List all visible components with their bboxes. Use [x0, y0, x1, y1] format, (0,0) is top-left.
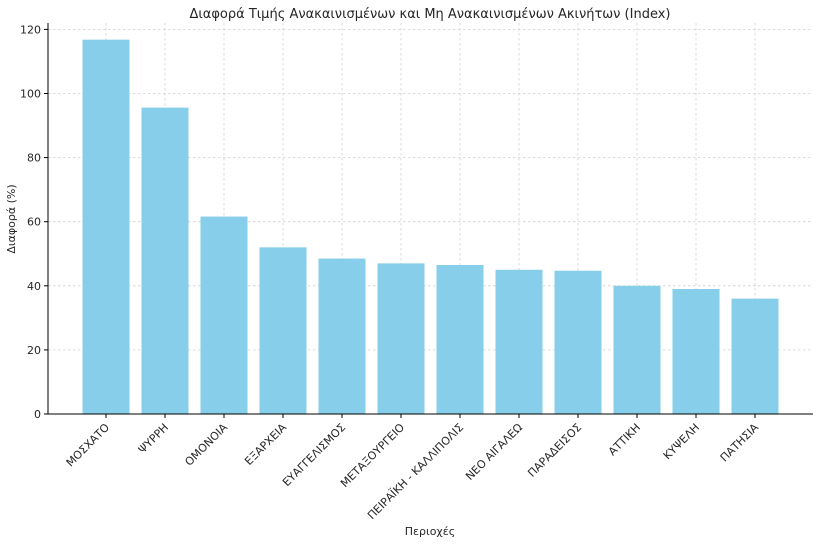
x-tick-label: ΕΥΑΓΓΕΛΙΣΜΟΣ	[280, 421, 348, 489]
bar	[495, 269, 543, 414]
chart-title: Διαφορά Τιμής Ανακαινισμένων και Μη Ανακ…	[190, 7, 671, 22]
bar	[613, 285, 661, 414]
bar	[82, 39, 130, 414]
bar	[672, 289, 720, 414]
y-tick-label: 40	[27, 280, 41, 293]
x-tick-label: ΟΜΟΝΟΙΑ	[182, 421, 230, 469]
x-tick-label: ΜΟΣΧΑΤΟ	[64, 421, 113, 470]
x-tick-label: ΨΥΡΡΗ	[136, 421, 171, 456]
x-tick-label: ΠΑΤΗΣΙΑ	[718, 421, 762, 465]
x-tick-label: ΠΕΙΡΑΪΚΗ - ΚΑΛΛΙΠΟΛΙΣ	[365, 421, 466, 522]
y-axis-title: Διαφορά (%)	[5, 184, 18, 253]
x-tick-label: ΑΤΤΙΚΗ	[606, 421, 643, 458]
bar	[436, 264, 484, 414]
y-tick-label: 0	[34, 408, 41, 421]
axes-layer	[47, 23, 813, 415]
x-tick-label: ΝΕΟ ΑΙΓΑΛΕΩ	[463, 421, 525, 483]
bar	[554, 270, 602, 414]
y-ticks-layer: 0 20 40 60 80 100 120	[20, 23, 48, 421]
bars-layer	[82, 39, 779, 414]
bar	[377, 263, 425, 414]
x-tick-label: ΚΥΨΕΛΗ	[661, 421, 702, 462]
x-ticks-layer: ΜΟΣΧΑΤΟ ΨΥΡΡΗ ΟΜΟΝΟΙΑ ΕΞΑΡΧΕΙΑΕΥΑΓΓΕΛΙΣΜΟΣΜ…	[64, 414, 762, 522]
y-tick-label: 80	[27, 152, 41, 165]
y-tick-label: 60	[27, 216, 41, 229]
bar	[731, 298, 779, 414]
bar	[200, 216, 248, 414]
bar	[141, 107, 189, 414]
y-tick-label: 20	[27, 344, 41, 357]
bar	[259, 247, 307, 414]
x-tick-label: ΕΞΑΡΧΕΙΑ	[242, 421, 289, 468]
x-tick-label: ΠΑΡΑΔΕΙΣΟΣ	[525, 421, 584, 480]
y-tick-label: 100	[20, 88, 41, 101]
bar	[318, 258, 366, 414]
x-axis-title: Περιοχές	[405, 525, 455, 538]
y-tick-label: 120	[20, 23, 41, 36]
